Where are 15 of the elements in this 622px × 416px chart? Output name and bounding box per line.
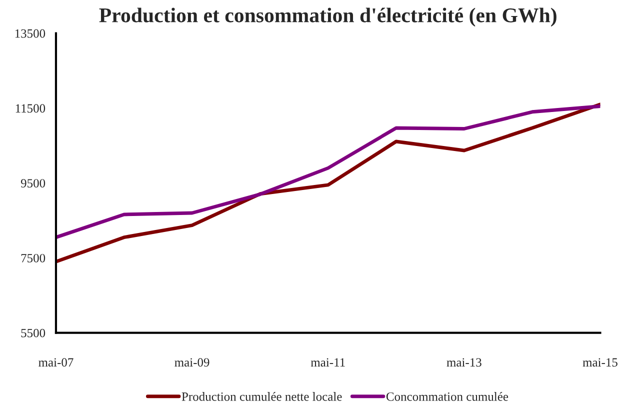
line-series bbox=[56, 104, 600, 240]
x-tick-label: mai-09 bbox=[174, 358, 210, 367]
y-tick-label: 11500 bbox=[16, 104, 46, 113]
y-tick-label: 13500 bbox=[15, 29, 46, 38]
x-tick-label: mai-15 bbox=[582, 358, 618, 367]
y-tick-label: 7500 bbox=[21, 254, 46, 262]
y-tick-label: 9500 bbox=[20, 179, 46, 188]
line-series bbox=[56, 102, 600, 264]
legend-label: Concommation cumulée bbox=[386, 392, 508, 401]
x-tick-label: mai-11 bbox=[310, 358, 345, 367]
y-tick-label: 5500 bbox=[21, 328, 46, 338]
x-tick-label: mai-13 bbox=[446, 358, 482, 367]
legend-label: Production cumulée nette locale bbox=[182, 392, 342, 401]
chart-title: Production et consommation d'électricité (en GWh) bbox=[99, 8, 556, 27]
x-tick-label: mai-07 bbox=[38, 358, 74, 367]
